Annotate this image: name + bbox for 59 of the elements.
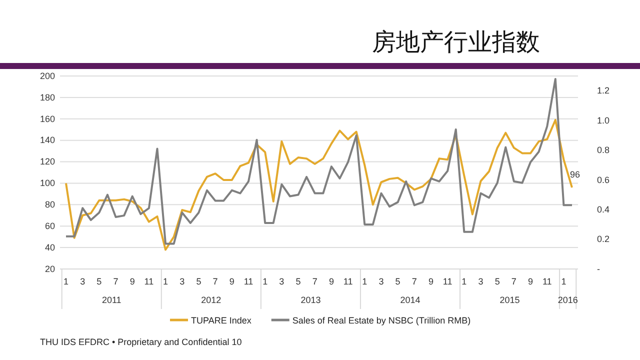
x-tick-label: 7 [113,276,118,286]
y-tick-label: 20 [44,264,55,274]
x-tick-label: 11 [244,276,254,286]
x-tick-label: 5 [96,276,102,286]
x-tick-label: 3 [378,276,384,286]
y2-tick-label: 1.0 [597,115,610,126]
text: 2015 [500,295,520,305]
x-tick-label: 5 [494,276,500,286]
y-tick-label: 140 [40,135,55,146]
data-label: 96 [570,170,580,180]
y-tick-label: 120 [40,156,55,167]
text: 2012 [201,295,222,305]
x-tick-label: 9 [229,276,234,286]
x-tick-label: 11 [542,276,552,286]
text: 2011 [102,295,122,305]
x-tick-label: 9 [328,276,334,286]
x-tick-label: 1 [163,276,168,286]
y-tick-label: 200 [40,70,55,81]
chart-title: 房地产行业指数 [372,29,540,56]
text: 2013 [300,295,321,305]
y-tick-label: 160 [40,114,55,124]
legend-label: Sales of Real Estate by NSBC (Trillion RMB) [292,316,471,326]
y-tick-label: 60 [44,220,55,231]
text: 2016 [558,295,578,305]
x-tick-label: 5 [196,276,202,286]
y2-tick-label: 0.6 [597,174,610,185]
y-tick-label: 40 [44,242,55,252]
x-tick-label: 1 [362,276,368,286]
x-tick-label: 9 [130,276,135,286]
x-tick-label: 11 [442,276,452,286]
text: THU IDS EFDRC • Proprietary and Confidential 10 [40,337,242,347]
text: 2014 [400,295,420,305]
x-tick-label: 7 [312,276,318,286]
legend-label: TUPARE Index [191,316,252,326]
x-tick-label: 7 [511,276,516,286]
x-tick-label: 9 [428,276,434,286]
y-tick-label: 80 [44,200,55,210]
x-tick-label: 3 [478,276,484,286]
x-tick-label: 1 [63,276,69,286]
y2-tick-label: - [597,264,600,274]
x-tick-label: 1 [262,276,268,286]
y2-tick-label: 0.8 [597,145,610,156]
x-tick-label: 5 [296,276,301,286]
x-tick-label: 9 [528,276,534,286]
y2-tick-label: 0.4 [597,204,610,214]
x-tick-label: 3 [80,276,86,286]
x-tick-label: 11 [144,276,154,286]
x-tick-label: 3 [180,276,185,286]
x-tick-label: 1 [462,276,467,286]
x-tick-label: 7 [412,276,417,286]
y-tick-label: 100 [40,178,55,188]
x-tick-label: 7 [212,276,218,286]
x-tick-label: 3 [279,276,284,286]
y2-tick-label: 0.2 [597,234,610,244]
x-tick-label: 1 [561,276,566,286]
y-tick-label: 180 [40,92,55,102]
x-tick-label: 5 [395,276,400,286]
x-tick-label: 11 [343,276,353,286]
y2-tick-label: 1.2 [597,86,610,96]
